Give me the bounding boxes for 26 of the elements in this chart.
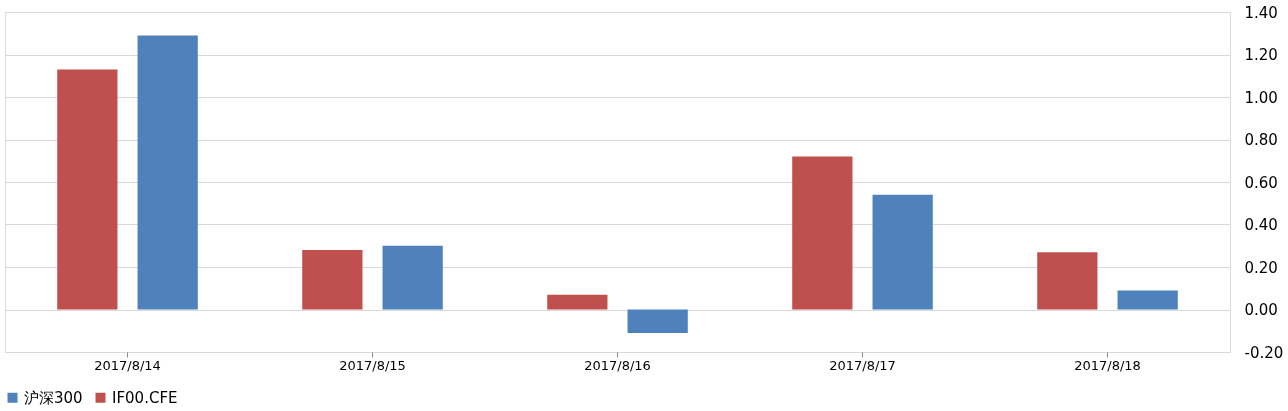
bar bbox=[137, 35, 198, 310]
bar bbox=[382, 245, 443, 310]
y-tick-label: 1.00 bbox=[1244, 88, 1278, 107]
y-tick-label: 1.40 bbox=[1244, 3, 1278, 22]
y-tick-label: 0.80 bbox=[1244, 131, 1278, 149]
bar bbox=[57, 69, 118, 310]
bar bbox=[302, 250, 363, 310]
y-tick-label: 0.00 bbox=[1244, 301, 1278, 319]
y-tick-label: 0.40 bbox=[1244, 216, 1278, 234]
bar bbox=[627, 309, 688, 333]
bar bbox=[547, 294, 608, 310]
y-tick-label: 0.60 bbox=[1244, 173, 1278, 192]
y-tick-label: -0.20 bbox=[1244, 343, 1284, 362]
bar bbox=[792, 156, 853, 310]
x-tick-label: 2017/8/16 bbox=[584, 357, 651, 373]
y-tick-label: 1.20 bbox=[1244, 46, 1278, 64]
legend-label: 沪深300 bbox=[24, 388, 83, 407]
x-tick-label: 2017/8/17 bbox=[829, 357, 896, 373]
bar bbox=[1117, 290, 1178, 310]
bar bbox=[1037, 252, 1098, 310]
x-tick-label: 2017/8/18 bbox=[1074, 357, 1141, 373]
x-tick-label: 2017/8/15 bbox=[339, 357, 406, 373]
x-tick-label: 2017/8/14 bbox=[94, 357, 161, 373]
legend-label: IF00.CFE bbox=[112, 388, 178, 407]
bar bbox=[872, 194, 933, 310]
y-tick-label: 0.20 bbox=[1244, 258, 1278, 277]
